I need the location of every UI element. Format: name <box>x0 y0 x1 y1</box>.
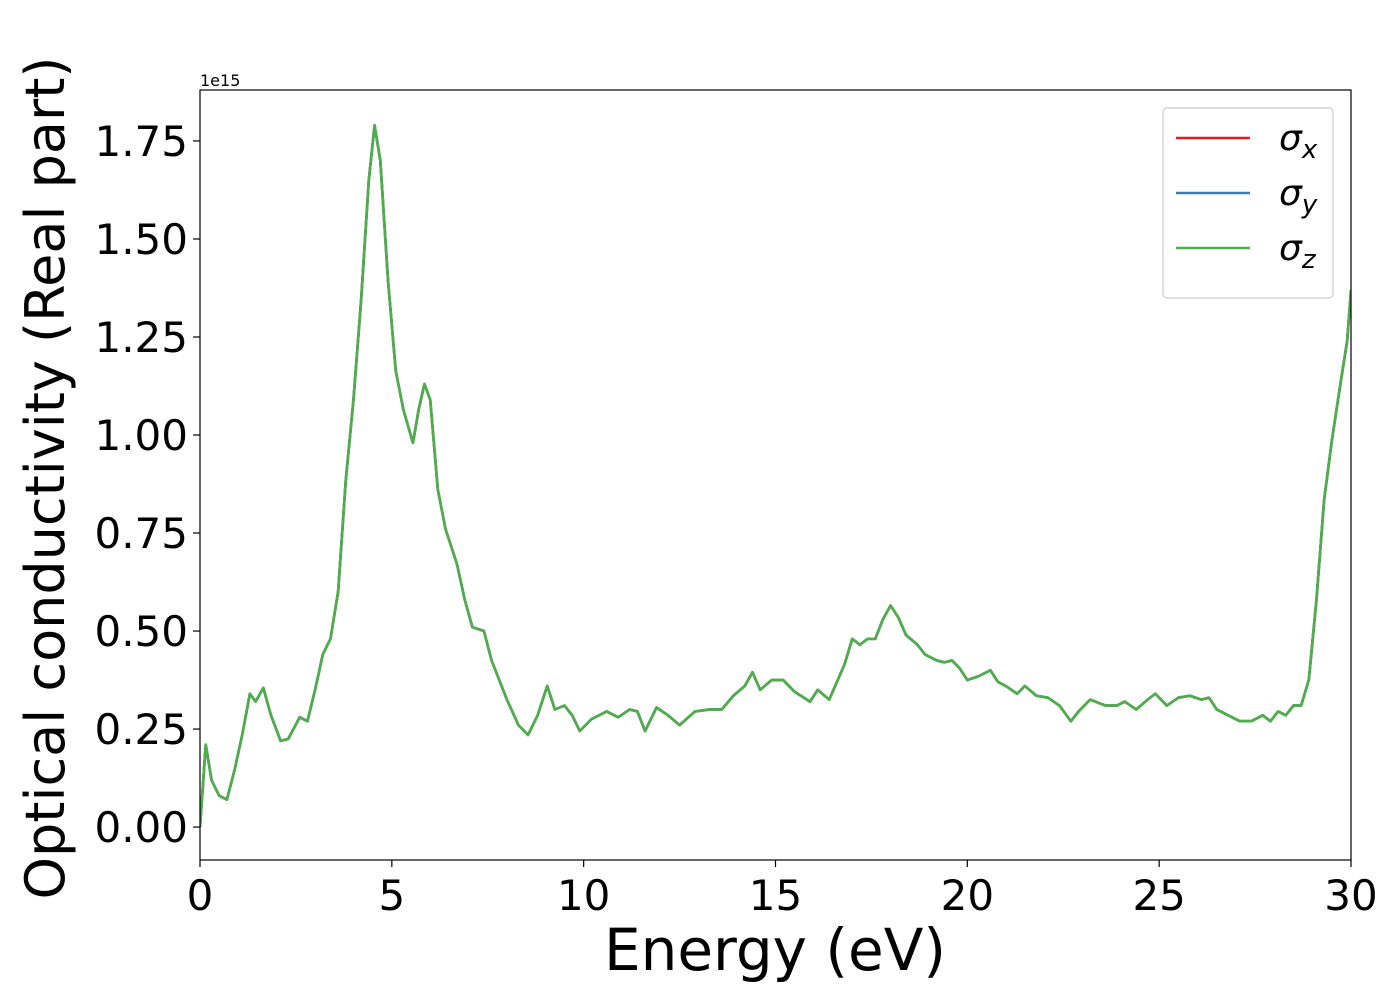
y-tick-label: 1.25 <box>94 313 188 362</box>
x-axis-label: Energy (eV) <box>604 916 946 984</box>
y-axis-label: Optical conductivity (Real part) <box>14 57 77 900</box>
x-tick-label: 25 <box>1132 871 1185 920</box>
y-tick-label: 0.50 <box>94 607 188 656</box>
y-tick-label: 0.25 <box>94 705 188 754</box>
legend-label: σy <box>1279 173 1318 220</box>
y-tick-label: 0.75 <box>94 509 188 558</box>
x-tick-label: 10 <box>557 871 610 920</box>
y-tick-label: 0.00 <box>94 803 188 852</box>
x-tick-label: 5 <box>378 871 405 920</box>
y-tick-label: 1.75 <box>94 117 188 166</box>
plot-frame <box>199 89 1352 861</box>
x-tick-label: 30 <box>1324 871 1377 920</box>
y-tick-label: 1.50 <box>94 215 188 264</box>
y-tick-label: 1.00 <box>94 411 188 460</box>
series-line <box>200 123 1351 828</box>
x-tick-label: 20 <box>941 871 994 920</box>
legend-box <box>1162 107 1334 299</box>
x-tick-label: 0 <box>187 871 214 920</box>
offset-label: 1e15 <box>200 71 240 90</box>
legend-label: σx <box>1279 118 1318 165</box>
legend-label: σz <box>1279 228 1317 275</box>
x-tick-label: 15 <box>749 871 802 920</box>
